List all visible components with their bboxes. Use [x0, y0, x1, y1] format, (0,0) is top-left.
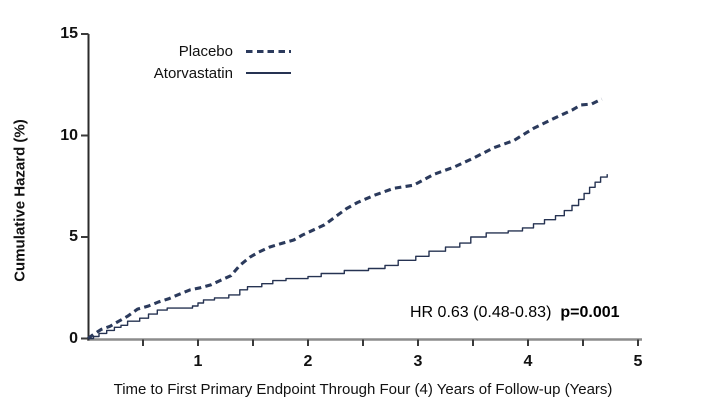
solid-line-sample-icon — [246, 72, 291, 74]
x-tick-label: 2 — [303, 353, 313, 370]
hr-value: HR 0.63 (0.48-0.83) — [410, 304, 552, 321]
dashed-line-sample-icon — [246, 49, 291, 53]
legend-item-atorvastatin: Atorvastatin — [139, 62, 291, 84]
x-axis-title: Time to First Primary Endpoint Through F… — [113, 381, 613, 398]
x-tick-label: 5 — [633, 353, 643, 370]
legend-label: Atorvastatin — [153, 64, 233, 82]
x-tick-label: 3 — [413, 353, 423, 370]
x-tick-label: 1 — [193, 353, 203, 370]
y-tick-label: 15 — [60, 25, 78, 42]
y-tick-label: 5 — [69, 228, 78, 245]
legend-label: Placebo — [178, 42, 233, 60]
curve-atorvastatin — [88, 174, 608, 340]
y-tick-label: 10 — [60, 126, 78, 144]
y-axis-title: Cumulative Hazard (%) — [11, 119, 29, 282]
x-tick-label: 4 — [523, 353, 533, 370]
hr-annotation: HR 0.63 (0.48-0.83) p=0.001 — [410, 304, 620, 322]
p-value: p=0.001 — [560, 304, 620, 321]
y-tick-label: 0 — [69, 329, 78, 347]
curve-placebo — [87, 97, 603, 340]
legend-item-placebo: Placebo — [139, 40, 291, 62]
legend: Placebo Atorvastatin — [139, 40, 291, 84]
